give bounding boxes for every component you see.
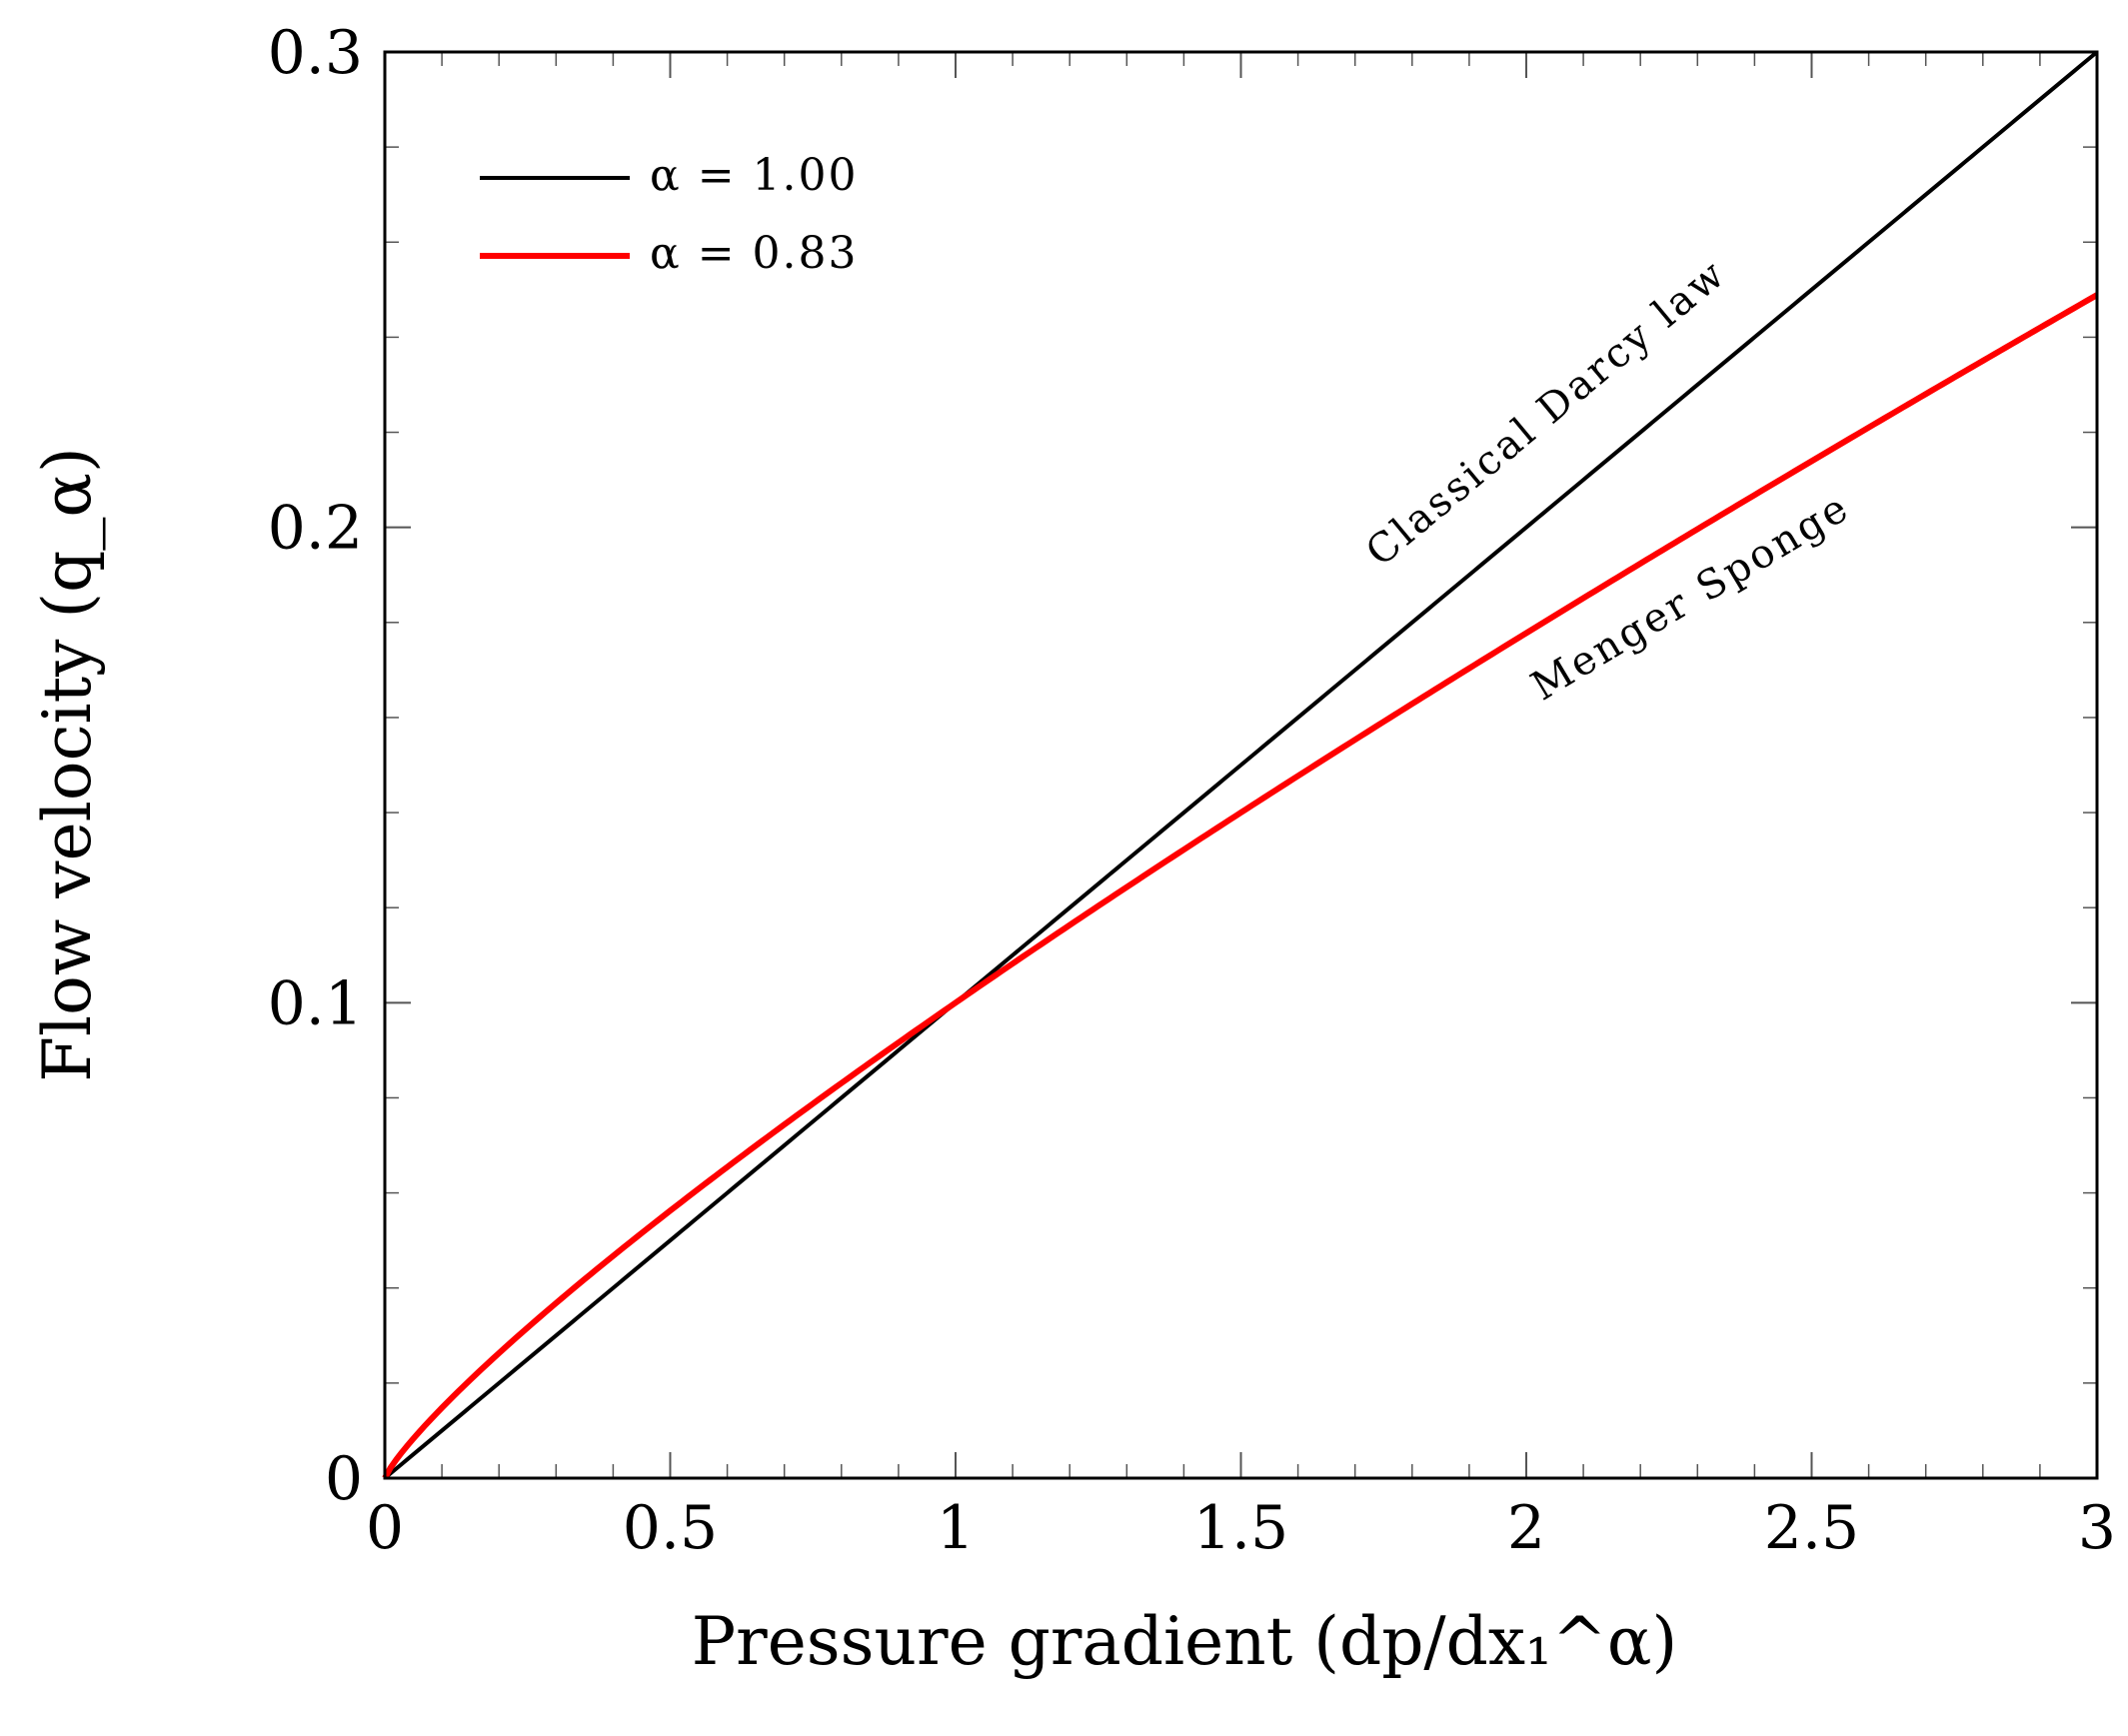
y-tick-label: 0 (325, 1444, 363, 1514)
annotation-menger-sponge: Menger Sponge (1523, 484, 1858, 710)
x-tick-label: 3 (2078, 1493, 2116, 1563)
y-axis-title: Flow velocity (q_α) (29, 447, 106, 1081)
series-lines (382, 50, 2099, 1480)
x-axis-title: Pressure gradient (dp/dx₁^α) (692, 1603, 1677, 1680)
x-tick-labels: 0 0.5 1 1.5 2 2.5 3 (366, 1493, 2116, 1563)
series-line-2 (382, 292, 2099, 1480)
minor-ticks (385, 52, 2097, 1478)
annotation-classical-darcy-law: Classical Darcy law (1357, 250, 1735, 576)
y-tick-labels: 0 0.1 0.2 0.3 (268, 18, 363, 1514)
x-tick-label: 0 (366, 1493, 404, 1563)
x-tick-label: 0.5 (623, 1493, 718, 1563)
y-tick-label: 0.3 (268, 18, 363, 88)
legend-label-series-1: α = 1.00 (650, 150, 859, 201)
legend-label-series-2: α = 0.83 (650, 228, 859, 279)
legend: α = 1.00 α = 0.83 (480, 150, 859, 279)
y-tick-label: 0.1 (268, 968, 363, 1038)
x-tick-label: 2 (1507, 1493, 1545, 1563)
x-tick-label: 2.5 (1764, 1493, 1859, 1563)
x-tick-label: 1 (937, 1493, 975, 1563)
plot-frame (383, 50, 2099, 1480)
y-tick-label: 0.2 (268, 494, 363, 564)
series-line-1 (383, 50, 2099, 1480)
x-tick-label: 1.5 (1193, 1493, 1288, 1563)
